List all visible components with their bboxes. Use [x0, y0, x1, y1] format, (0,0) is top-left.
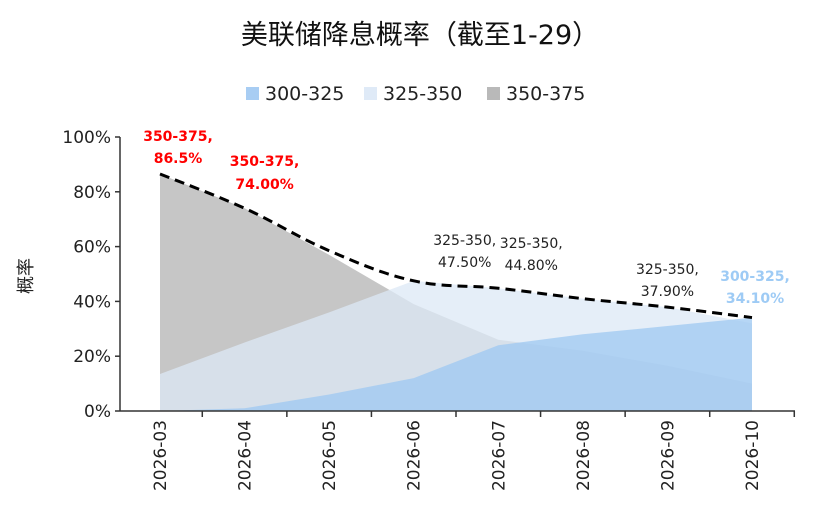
y-tick-label: 0% [84, 402, 111, 422]
x-tick-label: 2026-04 [236, 420, 256, 491]
legend-swatch-300-325 [246, 87, 259, 100]
x-tick-label: 2026-08 [574, 420, 594, 491]
legend-swatch-325-350 [364, 87, 377, 100]
legend-label-350-375: 350-375 [506, 83, 585, 105]
max-line-group [159, 172, 753, 320]
area-series-300-325 [160, 317, 752, 411]
x-tick-label: 2026-10 [743, 420, 763, 491]
y-axis-label: 概率 [16, 258, 37, 294]
annotation-label: 325-350, [636, 262, 699, 278]
annotation-label: 325-350, [500, 236, 563, 252]
axes-group: 0% 20% 40% 60% 80% 100% 2026-03 2026-04 2026-05 2… [62, 128, 796, 491]
chart-title: 美联储降息概率（截至1-29） [241, 20, 599, 51]
legend-swatch-350-375 [487, 87, 500, 100]
y-tick-label: 100% [62, 128, 111, 148]
y-tick-label: 60% [73, 238, 111, 258]
annotation-value: 44.80% [505, 258, 558, 274]
legend-label-325-350: 325-350 [383, 83, 462, 105]
annotation-label: 350-375, [230, 154, 300, 170]
x-tick-label: 2026-05 [320, 420, 340, 491]
y-tick-label: 80% [73, 183, 111, 203]
annotation-value: 86.5% [154, 151, 203, 167]
area-series-group [160, 173, 752, 411]
annotation-label: 350-375, [143, 129, 213, 145]
x-tick-label: 2026-06 [405, 420, 425, 491]
annotation-label: 325-350, [433, 233, 496, 249]
annotation-value: 34.10% [726, 291, 784, 307]
chart-legend: 300-325 325-350 350-375 [246, 83, 585, 105]
annotation-value: 47.50% [438, 255, 491, 271]
x-tick-label: 2026-03 [151, 420, 171, 491]
annotations-group: 350-375, 86.5% 350-375, 74.00% 325-350, 47.50… [143, 129, 790, 307]
legend-label-300-325: 300-325 [265, 83, 344, 105]
annotation-value: 37.90% [641, 284, 694, 300]
max-probability-line [159, 172, 753, 320]
annotation-value: 74.00% [235, 177, 293, 193]
y-tick-label: 20% [73, 347, 111, 367]
x-tick-label: 2026-09 [658, 420, 678, 491]
annotation-label: 300-325, [720, 269, 790, 285]
y-tick-label: 40% [73, 292, 111, 312]
x-tick-label: 2026-07 [489, 420, 509, 491]
